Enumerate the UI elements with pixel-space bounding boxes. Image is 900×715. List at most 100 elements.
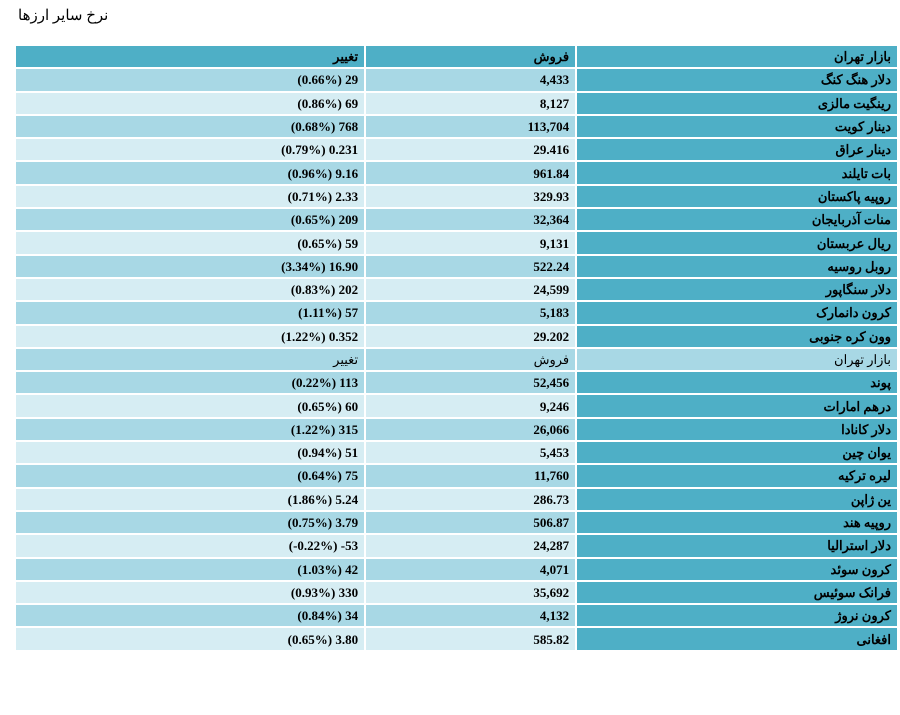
sell-value: 4,071 xyxy=(539,561,570,577)
table-row: (0.96%) 9.16 961.84 بات تایلند xyxy=(16,162,897,184)
sell-cell: 4,071 xyxy=(366,558,576,580)
currency-rates-table: تغییر فروش بازار تهران (0.66%) 29 4,433 دل… xyxy=(14,44,899,652)
sell-cell: 24,287 xyxy=(366,535,576,557)
table-row: (0.66%) 29 4,433 دلار هنگ کنگ xyxy=(16,69,897,91)
sell-cell: 9,131 xyxy=(366,232,576,254)
sell-cell: 5,183 xyxy=(366,302,576,324)
currency-name-cell: رینگیت مالزی xyxy=(577,92,897,114)
header-sell: فروش xyxy=(366,46,576,68)
change-value: (0.96%) 9.16 xyxy=(287,165,359,181)
sell-value: 585.82 xyxy=(533,631,570,647)
sell-value: 5,453 xyxy=(539,445,570,461)
sell-cell: 29.202 xyxy=(366,325,576,347)
change-value: (0.65%) 209 xyxy=(290,212,359,228)
table-row: (0.68%) 768 113,704 دینار کویت xyxy=(16,115,897,138)
change-cell: (0.83%) 202 xyxy=(16,278,365,301)
table-row: (0.71%) 2.33 329.93 روپیه پاکستان xyxy=(16,185,897,208)
currency-name-cell: افغانی xyxy=(577,628,897,650)
table-row: (0.65%) 60 9,246 درهم امارات xyxy=(16,395,897,417)
sell-value: 113,704 xyxy=(527,119,570,135)
change-value: (1.11%) 57 xyxy=(298,305,359,321)
currency-name-cell: بات تایلند xyxy=(577,162,897,184)
sell-cell: 52,456 xyxy=(366,372,576,394)
sell-value: 961.84 xyxy=(533,165,570,181)
currency-name-cell: روبل روسیه xyxy=(577,255,897,277)
change-cell: (0.75%) 3.79 xyxy=(16,511,365,534)
currency-name-cell: لیره ترکیه xyxy=(577,465,897,487)
sell-cell: 506.87 xyxy=(366,511,576,534)
change-value: (0.65%) 3.80 xyxy=(287,631,359,647)
sell-cell: 585.82 xyxy=(366,628,576,650)
sell-value: 5,183 xyxy=(539,305,570,321)
sell-cell: 961.84 xyxy=(366,162,576,184)
change-value: (1.86%) 5.24 xyxy=(287,491,359,507)
table-row: (1.11%) 57 5,183 کرون دانمارک xyxy=(16,302,897,324)
sell-value: 29.202 xyxy=(533,328,570,344)
sell-cell: 113,704 xyxy=(366,115,576,138)
sell-cell: 522.24 xyxy=(366,255,576,277)
sell-value: 9,131 xyxy=(539,235,570,251)
currency-name-cell: روپیه هند xyxy=(577,511,897,534)
change-value: (0.79%) 0.231 xyxy=(281,142,359,158)
change-cell: (-0.22%) -53 xyxy=(16,535,365,557)
currency-name-cell: روپیه پاکستان xyxy=(577,185,897,208)
sell-cell: 35,692 xyxy=(366,581,576,604)
table-row: (0.79%) 0.231 29.416 دینار عراق xyxy=(16,139,897,161)
change-value: (0.71%) 2.33 xyxy=(287,188,359,204)
sell-cell: 26,066 xyxy=(366,418,576,441)
change-value: (0.93%) 330 xyxy=(290,584,359,600)
change-value: (0.65%) 60 xyxy=(297,398,359,414)
sell-value: 11,760 xyxy=(534,468,570,484)
sell-value: 24,599 xyxy=(533,282,570,298)
subheader-sell: فروش xyxy=(366,348,576,371)
table-row: (0.75%) 3.79 506.87 روپیه هند xyxy=(16,511,897,534)
header-market: بازار تهران xyxy=(577,46,897,68)
table-row: (0.64%) 75 11,760 لیره ترکیه xyxy=(16,465,897,487)
change-cell: (0.96%) 9.16 xyxy=(16,162,365,184)
sell-cell: 9,246 xyxy=(366,395,576,417)
table-row: (0.93%) 330 35,692 فرانک سوئیس xyxy=(16,581,897,604)
sell-value: 9,246 xyxy=(539,398,570,414)
table-row: (1.22%) 0.352 29.202 وون کره جنوبی xyxy=(16,325,897,347)
currency-name-cell: کرون نروژ xyxy=(577,605,897,627)
sell-value: 4,132 xyxy=(539,608,570,624)
change-cell: (1.86%) 5.24 xyxy=(16,488,365,510)
change-value: (1.03%) 42 xyxy=(297,561,359,577)
table-row: (0.86%) 69 8,127 رینگیت مالزی xyxy=(16,92,897,114)
change-cell: (1.03%) 42 xyxy=(16,558,365,580)
header-change: تغییر xyxy=(16,46,365,68)
sell-cell: 4,433 xyxy=(366,69,576,91)
sell-cell: 329.93 xyxy=(366,185,576,208)
currency-name-cell: دلار کانادا xyxy=(577,418,897,441)
currency-name-cell: درهم امارات xyxy=(577,395,897,417)
currency-name-cell: یوان چین xyxy=(577,442,897,464)
table-header-row: تغییر فروش بازار تهران xyxy=(16,46,897,68)
sell-value: 24,287 xyxy=(533,538,570,554)
table-row: (-0.22%) -53 24,287 دلار استرالیا xyxy=(16,535,897,557)
table-row: (0.65%) 59 9,131 ریال عربستان xyxy=(16,232,897,254)
change-cell: (1.22%) 315 xyxy=(16,418,365,441)
sell-value: 8,127 xyxy=(539,95,570,111)
change-cell: (1.11%) 57 xyxy=(16,302,365,324)
sell-cell: 4,132 xyxy=(366,605,576,627)
subheader-change: تغییر xyxy=(16,348,365,371)
change-value: (0.66%) 29 xyxy=(297,72,359,88)
change-cell: (0.79%) 0.231 xyxy=(16,139,365,161)
change-value: (1.22%) 0.352 xyxy=(281,328,359,344)
sell-cell: 286.73 xyxy=(366,488,576,510)
table-row: (1.86%) 5.24 286.73 ین ژاپن xyxy=(16,488,897,510)
sell-cell: 29.416 xyxy=(366,139,576,161)
table-row: (0.65%) 209 32,364 منات آذربایجان xyxy=(16,209,897,231)
change-cell: (0.66%) 29 xyxy=(16,69,365,91)
change-cell: (0.65%) 60 xyxy=(16,395,365,417)
sell-cell: 24,599 xyxy=(366,278,576,301)
change-value: (0.94%) 51 xyxy=(297,445,359,461)
change-value: (0.65%) 59 xyxy=(297,235,359,251)
currency-name-cell: پوند xyxy=(577,372,897,394)
change-value: (3.34%) 16.90 xyxy=(281,258,359,274)
sell-value: 4,433 xyxy=(539,72,570,88)
change-cell: (0.64%) 75 xyxy=(16,465,365,487)
change-cell: (3.34%) 16.90 xyxy=(16,255,365,277)
currency-name-cell: فرانک سوئیس xyxy=(577,581,897,604)
currency-name-cell: دلار سنگاپور xyxy=(577,278,897,301)
